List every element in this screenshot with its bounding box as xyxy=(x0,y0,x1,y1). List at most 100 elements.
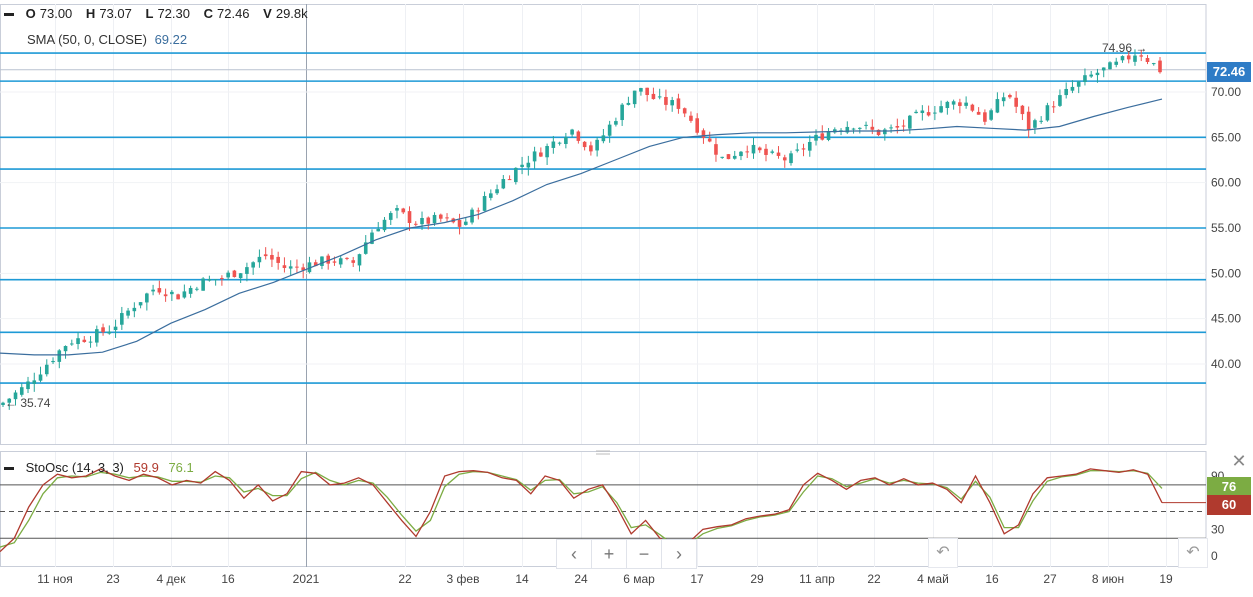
candle-down[interactable] xyxy=(326,255,331,264)
candle-up[interactable] xyxy=(501,179,506,189)
candle-down[interactable] xyxy=(1014,97,1018,107)
candle-down[interactable] xyxy=(1158,60,1162,73)
candle-down[interactable] xyxy=(176,294,180,300)
candle-down[interactable] xyxy=(651,93,656,100)
candle-down[interactable] xyxy=(745,151,750,153)
candle-up[interactable] xyxy=(26,381,30,390)
candle-down[interactable] xyxy=(1026,111,1031,131)
candle-up[interactable] xyxy=(1083,75,1087,83)
candle-down[interactable] xyxy=(970,104,975,111)
candle-up[interactable] xyxy=(1114,61,1119,65)
candle-down[interactable] xyxy=(707,138,712,142)
scroll-left-button[interactable]: ‹ xyxy=(557,540,592,568)
candle-up[interactable] xyxy=(826,131,831,140)
candle-up[interactable] xyxy=(995,99,1000,113)
candle-down[interactable] xyxy=(263,254,268,257)
candle-up[interactable] xyxy=(1039,120,1043,122)
candle-up[interactable] xyxy=(807,141,812,151)
candle-up[interactable] xyxy=(1095,72,1100,76)
candle-up[interactable] xyxy=(770,151,775,153)
candle-up[interactable] xyxy=(395,208,399,211)
candle-down[interactable] xyxy=(782,157,787,161)
candle-up[interactable] xyxy=(226,272,230,278)
candle-up[interactable] xyxy=(858,127,862,129)
candle-up[interactable] xyxy=(69,343,74,345)
candle-up[interactable] xyxy=(1001,97,1006,102)
candle-up[interactable] xyxy=(57,350,62,362)
candle-down[interactable] xyxy=(163,294,168,297)
candle-up[interactable] xyxy=(32,380,37,384)
candle-up[interactable] xyxy=(7,398,12,403)
candle-up[interactable] xyxy=(789,153,793,164)
candle-up[interactable] xyxy=(95,329,99,343)
candle-up[interactable] xyxy=(1,402,5,406)
candle-up[interactable] xyxy=(1101,67,1106,71)
candle-up[interactable] xyxy=(620,104,624,121)
candle-up[interactable] xyxy=(1089,74,1094,77)
candle-up[interactable] xyxy=(207,278,212,281)
candle-up[interactable] xyxy=(914,111,918,114)
candle-up[interactable] xyxy=(363,242,368,254)
candle-up[interactable] xyxy=(1108,62,1112,70)
candle-up[interactable] xyxy=(520,164,524,167)
candle-up[interactable] xyxy=(832,129,837,133)
candle-down[interactable] xyxy=(895,126,900,128)
candle-down[interactable] xyxy=(701,130,706,138)
candle-up[interactable] xyxy=(920,110,925,114)
candle-down[interactable] xyxy=(576,131,581,141)
candle-up[interactable] xyxy=(307,262,312,273)
zoom-out-button[interactable]: − xyxy=(627,540,662,568)
candle-up[interactable] xyxy=(188,287,193,294)
candle-up[interactable] xyxy=(19,387,24,395)
candle-up[interactable] xyxy=(1064,88,1068,96)
candle-down[interactable] xyxy=(276,256,280,263)
candle-down[interactable] xyxy=(1139,55,1144,57)
candle-up[interactable] xyxy=(601,135,606,142)
candle-up[interactable] xyxy=(933,112,937,114)
collapse-dash-icon[interactable] xyxy=(4,13,14,17)
candle-down[interactable] xyxy=(157,288,162,293)
candle-up[interactable] xyxy=(964,102,968,106)
candle-up[interactable] xyxy=(138,302,143,306)
candle-up[interactable] xyxy=(1076,81,1081,87)
candle-up[interactable] xyxy=(132,307,137,312)
candle-up[interactable] xyxy=(170,291,174,295)
collapse-dash-icon-osc[interactable] xyxy=(4,467,14,471)
candle-down[interactable] xyxy=(958,102,962,106)
candle-up[interactable] xyxy=(532,151,537,162)
candle-up[interactable] xyxy=(126,310,130,316)
candle-down[interactable] xyxy=(901,125,906,127)
candle-down[interactable] xyxy=(445,217,449,219)
candle-up[interactable] xyxy=(376,228,381,232)
candle-up[interactable] xyxy=(595,139,599,151)
candle-up[interactable] xyxy=(732,155,737,159)
candle-up[interactable] xyxy=(151,289,155,292)
candle-up[interactable] xyxy=(388,213,393,220)
candle-up[interactable] xyxy=(288,266,293,269)
candle-down[interactable] xyxy=(1008,95,1012,98)
candle-down[interactable] xyxy=(645,87,649,95)
candle-up[interactable] xyxy=(951,101,956,105)
candle-down[interactable] xyxy=(714,144,718,155)
scroll-right-button[interactable]: › xyxy=(676,544,682,564)
candle-up[interactable] xyxy=(814,134,818,141)
candle-up[interactable] xyxy=(51,360,55,363)
candle-up[interactable] xyxy=(614,121,618,125)
candle-down[interactable] xyxy=(270,254,274,260)
candle-down[interactable] xyxy=(507,179,512,181)
candle-down[interactable] xyxy=(764,148,768,155)
candle-up[interactable] xyxy=(113,326,118,331)
candle-down[interactable] xyxy=(457,219,462,227)
candle-up[interactable] xyxy=(751,144,756,154)
candle-up[interactable] xyxy=(989,110,993,120)
candle-down[interactable] xyxy=(870,126,875,130)
candle-down[interactable] xyxy=(351,260,356,263)
candle-up[interactable] xyxy=(213,279,218,281)
candle-up[interactable] xyxy=(526,162,531,168)
candle-up[interactable] xyxy=(845,126,850,133)
candle-down[interactable] xyxy=(726,154,731,160)
candle-down[interactable] xyxy=(295,266,299,268)
candle-down[interactable] xyxy=(313,262,318,267)
candle-down[interactable] xyxy=(438,214,443,219)
